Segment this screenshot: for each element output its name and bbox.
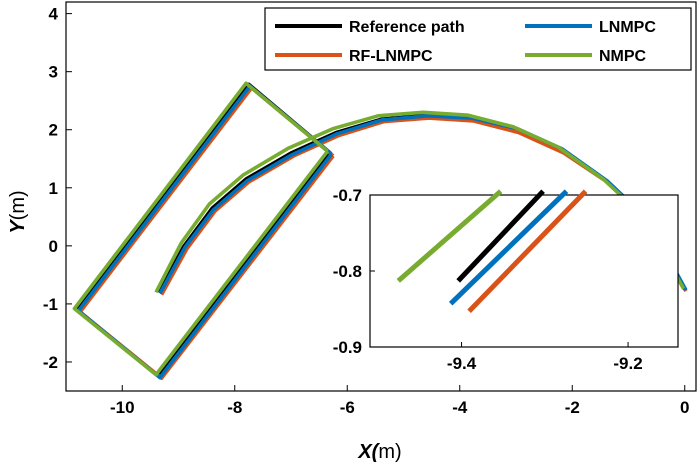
main-x-tick-label: -6 xyxy=(340,398,355,417)
main-x-tick-label: -2 xyxy=(565,398,580,417)
main-y-tick-label: -1 xyxy=(43,295,58,314)
inset-y-tick-label: -0.8 xyxy=(333,262,362,281)
legend-label-reference-path: Reference path xyxy=(349,19,465,36)
inset-x-tick-label: -9.2 xyxy=(613,354,642,373)
inset-series-lnmpc xyxy=(448,189,569,306)
inset-y-tick-label: -0.7 xyxy=(333,186,362,205)
inset-y-tick-label: -0.9 xyxy=(333,338,362,357)
legend-label-nmpc: NMPC xyxy=(599,48,647,65)
inset-series xyxy=(396,189,588,314)
main-y-tick-label: 3 xyxy=(49,63,58,82)
main-series xyxy=(72,81,688,380)
main-x-tick-label: -8 xyxy=(227,398,242,417)
main-x-tick-label: 0 xyxy=(680,398,689,417)
main-series-nmpc-part-2 xyxy=(72,81,330,377)
legend-box xyxy=(264,7,692,71)
main-y-tick-label: 0 xyxy=(49,237,58,256)
main-y-tick-label: 2 xyxy=(49,121,58,140)
x-axis-label: X(m) xyxy=(357,441,401,463)
legend: Reference path LNMPC RF-LNMPC NMPC xyxy=(264,7,692,71)
main-y-tick-label: 1 xyxy=(49,179,58,198)
main-y-tick-label: -2 xyxy=(43,353,58,372)
legend-label-lnmpc: LNMPC xyxy=(599,19,656,36)
main-x-tick-label: -4 xyxy=(452,398,468,417)
inset-x-tick-label: -9.4 xyxy=(447,354,477,373)
inset-axes-box xyxy=(369,194,679,348)
inset-series-reference-path xyxy=(456,189,545,283)
inset-series-nmpc xyxy=(396,189,503,283)
legend-label-rf-lnmpc: RF-LNMPC xyxy=(349,48,433,65)
main-series-nmpc-part-1 xyxy=(154,110,686,294)
y-axis-label: Y(m) xyxy=(7,190,29,233)
main-x-tick-label: -10 xyxy=(110,398,135,417)
main-y-tick-label: 4 xyxy=(49,5,59,24)
inset-series-rf-lnmpc xyxy=(467,189,588,314)
inset-ticks: -9.4 -9.2 -0.7 -0.8 -0.9 xyxy=(333,186,643,373)
